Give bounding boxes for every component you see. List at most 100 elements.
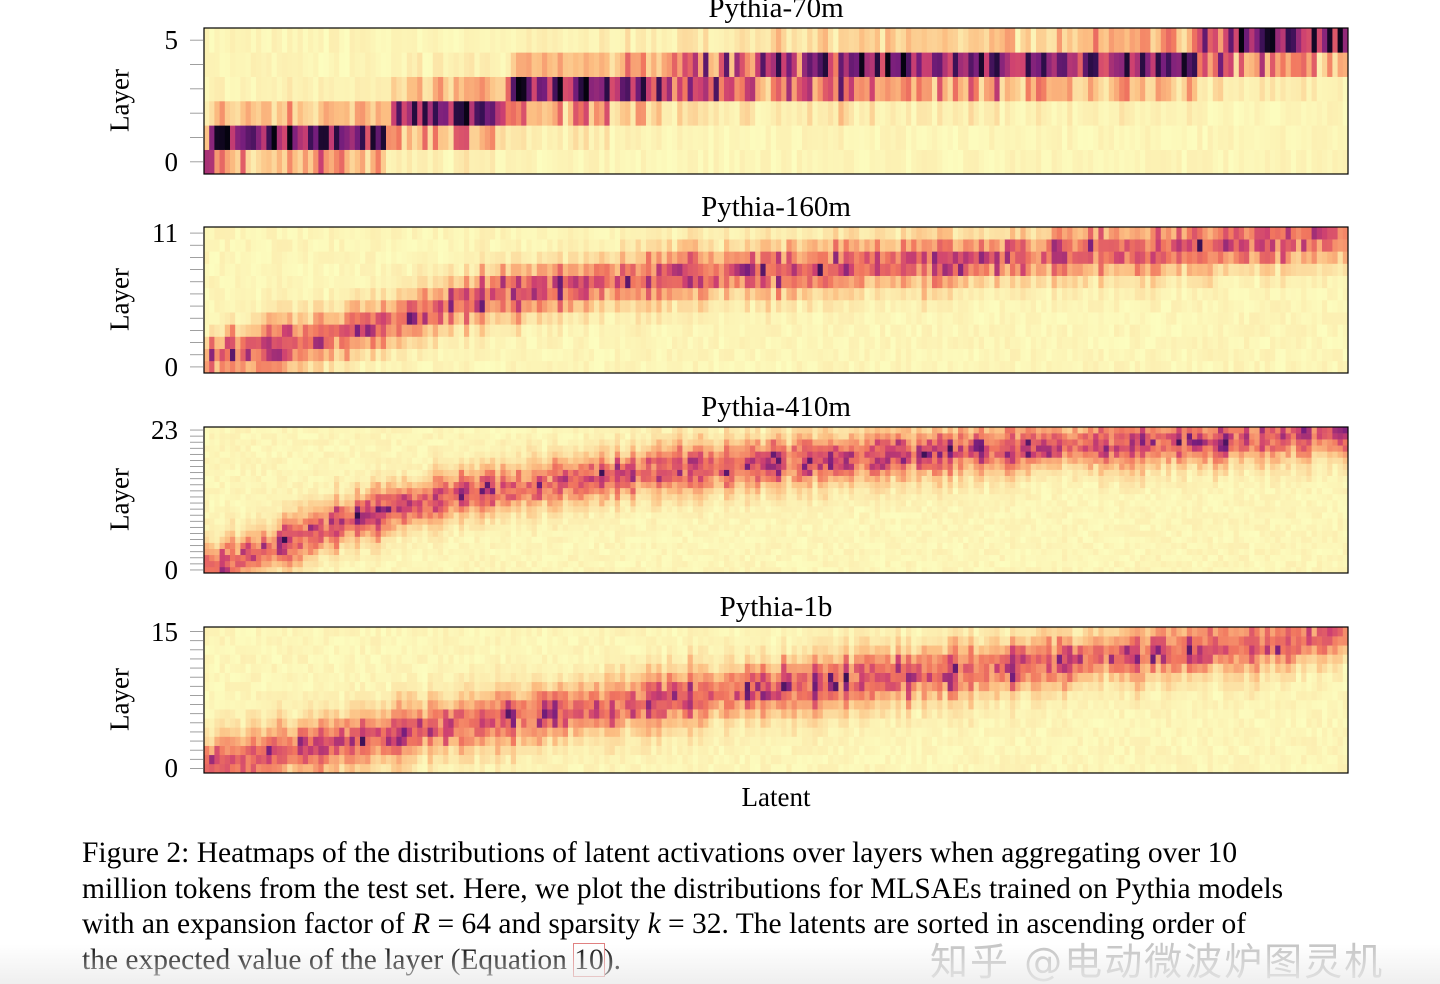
heatmap-cell xyxy=(438,251,444,264)
heatmap-cell xyxy=(250,433,257,440)
heatmap-cell xyxy=(968,52,974,77)
heatmap-cell xyxy=(1212,28,1219,53)
heatmap-cell xyxy=(1030,239,1037,252)
heatmap-cell xyxy=(458,239,465,252)
heatmap-cell xyxy=(1192,239,1198,252)
heatmap-cell xyxy=(874,300,881,313)
heatmap-cell xyxy=(297,275,304,289)
heatmap-cell xyxy=(1238,348,1245,362)
heatmap-cell xyxy=(1010,76,1016,102)
heatmap-cell xyxy=(1004,28,1011,53)
heatmap-cell xyxy=(1316,336,1323,349)
heatmap-cell xyxy=(261,76,267,102)
heatmap-cell xyxy=(282,149,288,175)
heatmap-cell xyxy=(999,227,1006,240)
heatmap-cell xyxy=(219,500,226,507)
heatmap-cell xyxy=(812,275,818,289)
heatmap-cell xyxy=(614,300,621,313)
heatmap-cell xyxy=(1093,125,1099,150)
heatmap-cell xyxy=(911,348,917,362)
heatmap-cell xyxy=(1155,287,1162,301)
heatmap-cell xyxy=(386,336,392,349)
heatmap-cell xyxy=(1202,360,1208,374)
heatmap-cell xyxy=(1202,312,1208,325)
heatmap-cell xyxy=(308,348,314,362)
heatmap-cell xyxy=(308,469,314,476)
heatmap-cell xyxy=(599,287,605,301)
heatmap-cell xyxy=(474,125,480,150)
heatmap-cell xyxy=(661,360,668,374)
heatmap-cell xyxy=(209,493,215,501)
heatmap-cell xyxy=(1025,28,1032,53)
heatmap-cell xyxy=(344,560,350,568)
heatmap-cell xyxy=(365,360,371,374)
heatmap-cell xyxy=(557,287,564,301)
heatmap-cell xyxy=(396,360,402,374)
heatmap-cell xyxy=(240,560,246,568)
heatmap-cell xyxy=(484,263,491,276)
heatmap-cell xyxy=(724,251,730,264)
heatmap-cell xyxy=(1207,360,1214,374)
heatmap-cell xyxy=(958,336,964,349)
heatmap-cell xyxy=(552,287,558,301)
heatmap-cell xyxy=(1051,28,1058,53)
heatmap-cell xyxy=(1275,312,1281,325)
heatmap-cell xyxy=(521,263,527,276)
heatmap-cell xyxy=(1342,336,1349,349)
heatmap-cell xyxy=(521,300,527,313)
heatmap-cell xyxy=(786,101,792,126)
heatmap-cell xyxy=(521,76,527,102)
heatmap-cell xyxy=(240,348,246,362)
heatmap-cell xyxy=(318,487,324,495)
heatmap-cell xyxy=(1270,348,1276,362)
heatmap-cell xyxy=(214,287,220,301)
heatmap-cell xyxy=(1056,336,1063,349)
heatmap-cell xyxy=(214,125,220,150)
heatmap-cell xyxy=(261,287,267,301)
heatmap-cell xyxy=(713,101,720,126)
heatmap-cell xyxy=(209,28,215,53)
heatmap-cell xyxy=(989,76,995,102)
heatmap-cell xyxy=(968,300,974,313)
heatmap-cell xyxy=(604,239,610,252)
heatmap-cell xyxy=(443,300,449,313)
heatmap-cell xyxy=(1134,336,1141,349)
heatmap-cell xyxy=(214,487,220,495)
heatmap-cell xyxy=(1228,125,1234,150)
heatmap-cell xyxy=(365,457,371,464)
heatmap-cell xyxy=(1259,336,1266,349)
heatmap-cell xyxy=(308,548,314,556)
heatmap-cell xyxy=(235,76,241,102)
heatmap-cell xyxy=(750,336,756,349)
heatmap-cell xyxy=(313,263,319,276)
heatmap-cell xyxy=(302,336,309,349)
heatmap-cell xyxy=(1181,125,1188,150)
heatmap-cell xyxy=(921,312,928,325)
heatmap-cell xyxy=(214,239,220,252)
heatmap-cell xyxy=(666,324,673,337)
heatmap-cell xyxy=(765,263,772,276)
heatmap-cell xyxy=(677,251,683,264)
heatmap-cell xyxy=(755,149,761,175)
heatmap-cell xyxy=(848,336,855,349)
heatmap-cell xyxy=(620,149,626,175)
heatmap-cell xyxy=(297,560,304,568)
heatmap-cell xyxy=(1129,336,1136,349)
heatmap-cell xyxy=(724,101,730,126)
heatmap-cell xyxy=(1108,275,1115,289)
heatmap-cell xyxy=(1129,28,1136,53)
heatmap-cell xyxy=(874,227,881,240)
heatmap-cell xyxy=(276,536,283,543)
heatmap-cell xyxy=(1129,76,1136,102)
heatmap-cell xyxy=(744,101,751,126)
heatmap-cell xyxy=(240,427,246,434)
heatmap-cell xyxy=(880,149,886,175)
heatmap-cell xyxy=(984,312,990,325)
heatmap-cell xyxy=(391,433,397,440)
heatmap-cell xyxy=(1207,239,1214,252)
heatmap-cell xyxy=(271,524,278,531)
heatmap-cell xyxy=(510,312,517,325)
heatmap-cell xyxy=(588,251,595,264)
heatmap-cell xyxy=(1129,312,1136,325)
heatmap-cell xyxy=(968,149,974,175)
